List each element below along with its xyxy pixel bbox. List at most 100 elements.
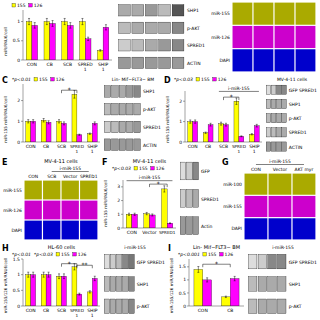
blot-band bbox=[277, 85, 282, 94]
blot-panel: i-miR-155GFP SPRED1SHP1p-AKT bbox=[248, 245, 317, 314]
blot-band bbox=[268, 299, 277, 314]
blot-band bbox=[126, 103, 133, 115]
legend-label: 155 bbox=[39, 77, 48, 82]
panel-letter: F bbox=[102, 158, 107, 167]
bar bbox=[167, 223, 173, 228]
legend-swatch bbox=[220, 253, 224, 257]
image-cell bbox=[245, 174, 268, 195]
y-tick bbox=[121, 200, 123, 201]
x-tick-label: CON bbox=[27, 62, 37, 67]
blot-band bbox=[271, 142, 276, 151]
treatment-label: i-miR-155 bbox=[228, 86, 250, 91]
blot-band bbox=[123, 254, 128, 269]
x-tick-label-line: 1 bbox=[76, 149, 79, 154]
legend-swatch bbox=[29, 4, 33, 8]
x-tick-label-line: 1 bbox=[102, 67, 105, 72]
blot-band bbox=[180, 162, 186, 180]
x-tick-label: SHIP1 bbox=[249, 144, 260, 154]
blot-band bbox=[126, 86, 133, 98]
bar bbox=[57, 276, 62, 306]
error-bar bbox=[225, 123, 227, 126]
y-axis bbox=[185, 91, 186, 142]
image-column-label: AKT myr bbox=[295, 167, 314, 172]
panel-title: i-miR-155 bbox=[124, 245, 146, 250]
bar bbox=[234, 101, 239, 142]
blot-band bbox=[187, 189, 193, 207]
legend-label: 126 bbox=[225, 252, 234, 257]
y-tick bbox=[21, 259, 23, 260]
blot-band bbox=[119, 139, 126, 151]
bar bbox=[144, 214, 150, 228]
x-tick-label: SHIP1 bbox=[87, 144, 98, 154]
y-axis-label: miR-155 miR/RNU6/cell bbox=[165, 96, 170, 143]
bar bbox=[77, 294, 82, 306]
significance-note: *p<0.03 bbox=[174, 77, 193, 82]
image-cell bbox=[275, 26, 295, 48]
error-bar bbox=[210, 123, 212, 126]
blot-band bbox=[271, 85, 276, 94]
blot-band bbox=[271, 128, 276, 137]
blot-row-label: p-AKT bbox=[289, 304, 302, 309]
legend-swatch bbox=[196, 78, 200, 82]
blot-panel: i-miR-155GFP SPRED1SHP1p-AKT bbox=[104, 245, 165, 314]
image-cell bbox=[254, 49, 274, 71]
error-bar bbox=[240, 135, 242, 137]
blot-band bbox=[119, 22, 131, 33]
x-tick-label-line: CON bbox=[198, 308, 208, 313]
significance-note: *p<0.001 bbox=[178, 252, 200, 257]
blot-row-label: SHP1 bbox=[137, 282, 149, 287]
blot-band bbox=[110, 277, 115, 292]
y-tick bbox=[21, 121, 23, 122]
x-tick-label-line: 1 bbox=[91, 313, 94, 318]
image-cell bbox=[254, 3, 274, 25]
blot-band bbox=[277, 114, 282, 123]
legend-label: 155 bbox=[61, 252, 70, 257]
bar-panel: HHL-60 cells*p<0.01*p<0.03155126miR-155/… bbox=[2, 244, 100, 318]
blot-row-label: SPRED1 bbox=[143, 125, 161, 130]
image-grid-panel: GmiR-100miR-155DAPIi-miR-155CONVectorAKT… bbox=[222, 158, 315, 239]
x-tick-label: SPRED1 bbox=[78, 62, 94, 72]
x-axis bbox=[189, 306, 244, 307]
bar bbox=[41, 275, 46, 306]
y-tick-label: 0.5 bbox=[13, 288, 20, 293]
image-cell bbox=[269, 218, 292, 239]
legend-swatch bbox=[73, 253, 77, 257]
image-cell bbox=[25, 181, 42, 200]
blot-band bbox=[117, 254, 122, 269]
blot-band bbox=[145, 5, 157, 16]
y-tick bbox=[183, 101, 185, 102]
error-bar bbox=[99, 50, 101, 52]
bar bbox=[26, 121, 31, 142]
treatment-label: i-miR-155 bbox=[269, 159, 291, 164]
blot-band bbox=[282, 128, 287, 137]
y-tick-label: 3 bbox=[117, 184, 120, 189]
error-bar bbox=[206, 278, 208, 282]
y-tick-label: 1 bbox=[179, 119, 182, 124]
blot-band bbox=[258, 277, 267, 292]
y-tick-label: 1 bbox=[17, 272, 20, 277]
x-tick-label: CON bbox=[26, 308, 36, 313]
blot-band bbox=[271, 99, 276, 108]
legend-label: 126 bbox=[34, 3, 43, 8]
blot-band bbox=[112, 103, 119, 115]
x-tick-label-line: SCB bbox=[57, 308, 66, 313]
bar bbox=[249, 134, 254, 142]
y-tick-label: 1.5 bbox=[179, 264, 186, 269]
blot-band bbox=[277, 299, 286, 314]
legend-label: 155 bbox=[201, 77, 210, 82]
image-cell bbox=[233, 26, 253, 48]
image-column-label: CON bbox=[251, 167, 261, 172]
blot-band bbox=[119, 57, 131, 68]
y-tick-label: 1 bbox=[117, 212, 120, 217]
image-row-label: miR-155 bbox=[211, 11, 230, 16]
y-tick bbox=[187, 306, 189, 307]
y-axis-label: miR-155/126 miR/RNU6/cell bbox=[169, 258, 174, 314]
x-tick-label: SHIP1 bbox=[98, 62, 109, 72]
x-tick-label: CON bbox=[127, 230, 137, 235]
bar bbox=[203, 133, 208, 142]
blot-band bbox=[277, 254, 286, 269]
image-column-label: SPRED1 bbox=[80, 174, 98, 179]
bar bbox=[221, 297, 230, 306]
error-bar bbox=[220, 122, 222, 125]
x-axis bbox=[23, 306, 100, 307]
